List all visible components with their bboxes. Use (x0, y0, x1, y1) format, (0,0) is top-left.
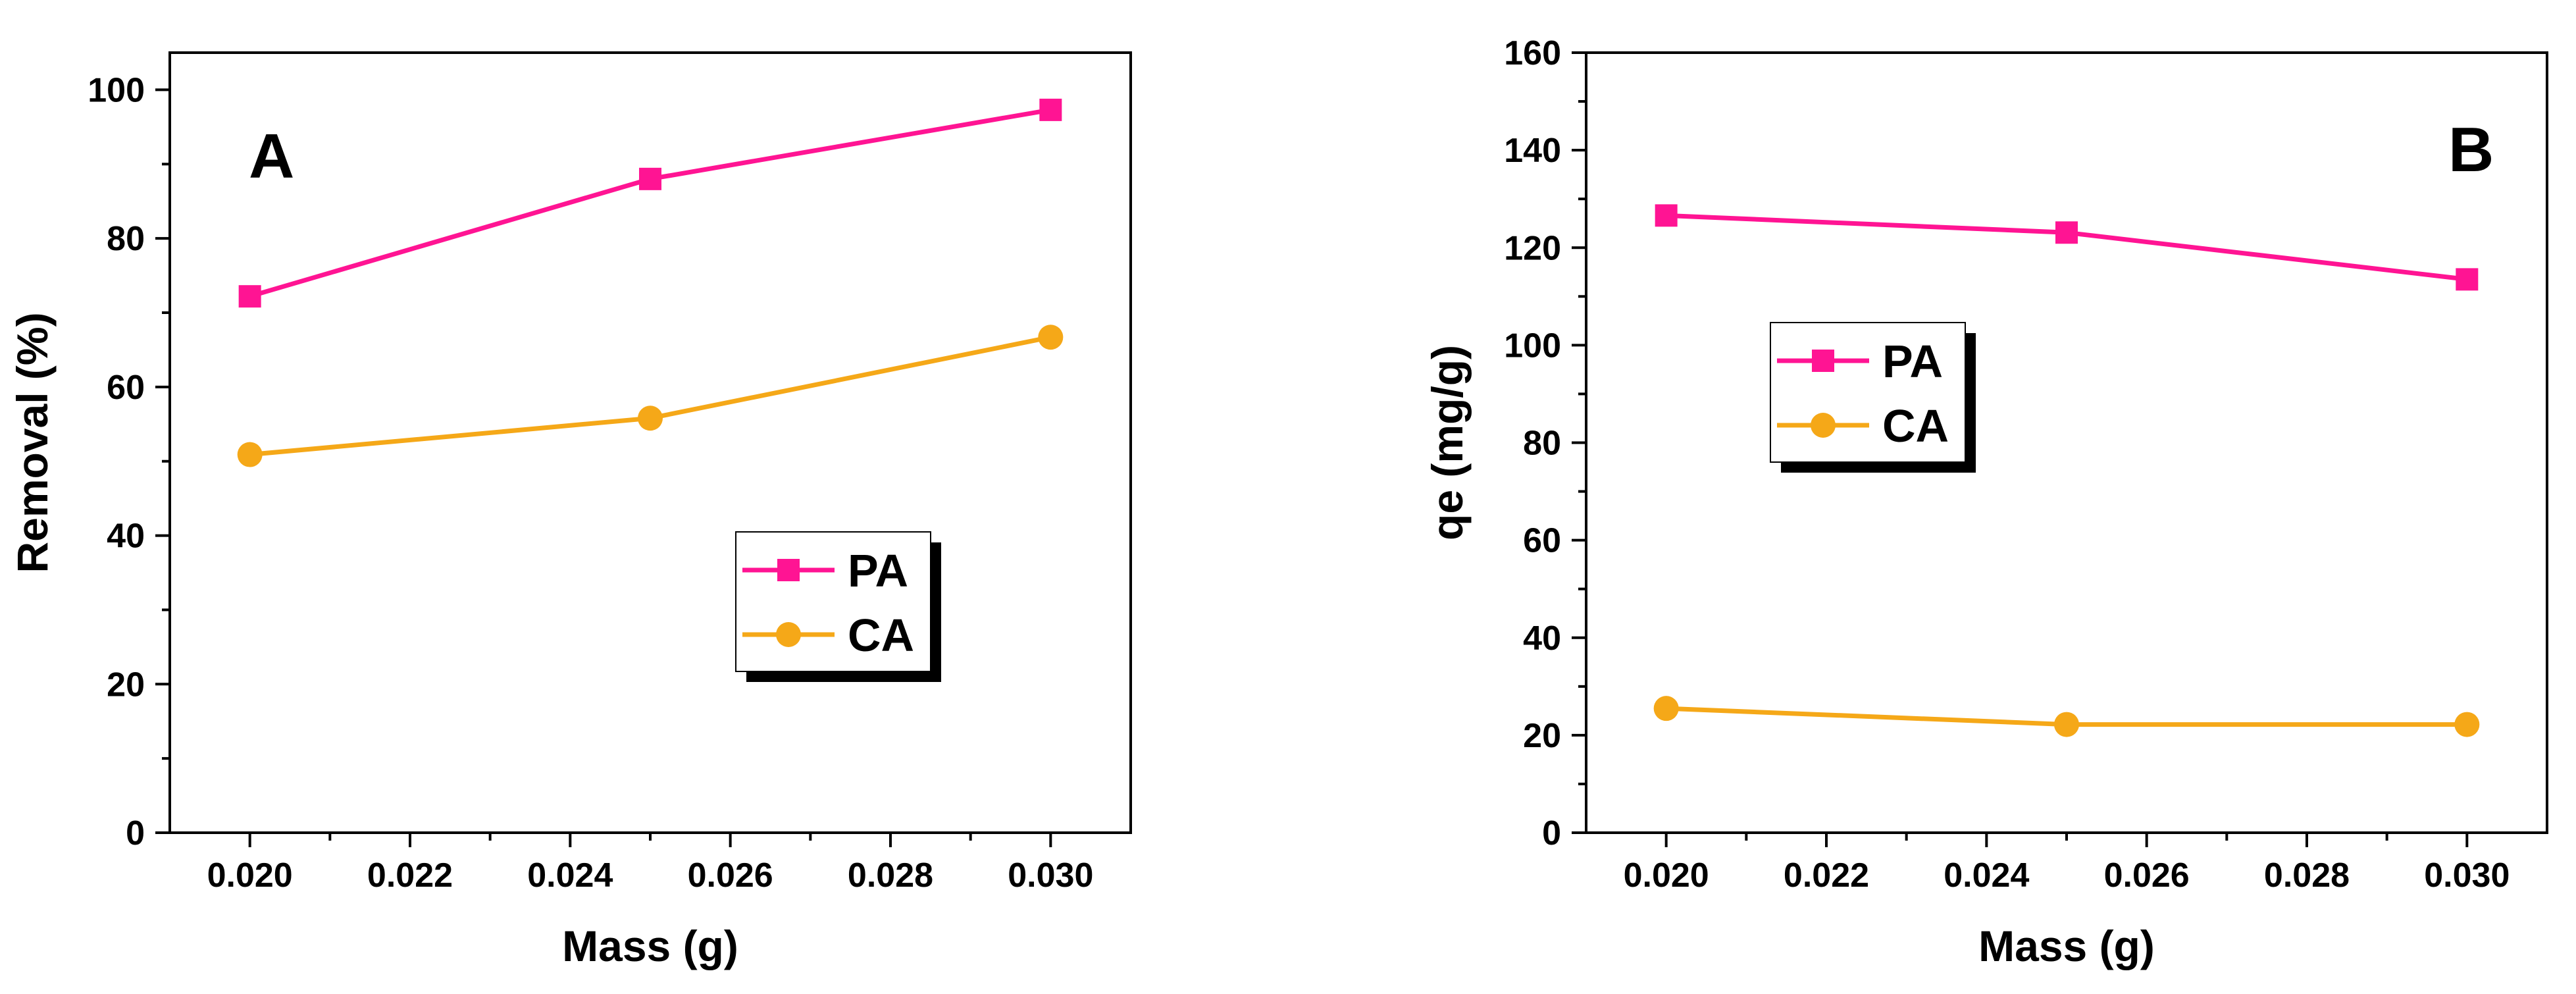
x-tick-label: 0.022 (367, 856, 453, 895)
y-axis-title: qe (mg/g) (1423, 345, 1472, 540)
y-tick-label: 120 (1504, 229, 1561, 267)
legend-pa-label: PA (1882, 336, 1943, 387)
legend-pa-marker (777, 559, 800, 581)
y-tick-label: 20 (1523, 717, 1561, 755)
y-tick-label: 60 (1523, 522, 1561, 560)
series-pa-point (1655, 204, 1678, 227)
series-ca-point (237, 442, 263, 467)
panel-b: 0.020 0.022 0.024 0.026 0.028 0.030 0 20 40 60 80 1… (1423, 34, 2548, 970)
y-tick-label: 140 (1504, 132, 1561, 170)
panel-label: B (2448, 115, 2494, 185)
x-tick-label: 0.028 (848, 856, 933, 895)
x-tick-label: 0.026 (2104, 856, 2190, 895)
legend-box (1770, 322, 1966, 463)
y-axis-title: Removal (%) (8, 312, 57, 573)
panel-a: 0.020 0.022 0.024 0.026 0.028 0.030 0 20 40 60 80 1… (8, 51, 1132, 970)
y-tick-label: 100 (88, 71, 145, 109)
x-tick-label: 0.026 (688, 856, 773, 895)
x-tick-label: 0.024 (527, 856, 613, 895)
x-axis-title: Mass (g) (1978, 922, 2155, 970)
series-ca-line (249, 334, 1052, 458)
y-tick-label: 0 (1542, 814, 1561, 852)
series-ca-point (1653, 696, 1679, 721)
y-tick-label: 80 (1523, 425, 1561, 463)
x-tick-label: 0.028 (2264, 856, 2350, 895)
series-ca-point (1038, 325, 1064, 350)
legend-ca-marker (776, 622, 801, 647)
y-tick-label: 160 (1504, 34, 1561, 72)
legend-ca-marker (1811, 413, 1836, 438)
x-tick-label: 0.020 (1624, 856, 1709, 895)
series-pa-point (2456, 268, 2479, 291)
x-tick-label: 0.022 (1784, 856, 1869, 895)
x-tick-label: 0.030 (1008, 856, 1093, 895)
y-tick-label: 60 (107, 369, 145, 407)
legend-box (735, 531, 931, 672)
series-ca-point (2454, 712, 2480, 737)
series-pa-line (249, 107, 1051, 299)
x-tick-label: 0.030 (2424, 856, 2510, 895)
series-ca-point (638, 405, 663, 431)
x-tick-label: 0.024 (1944, 856, 2029, 895)
series-pa-point (238, 285, 261, 308)
y-tick-label: 0 (126, 814, 145, 852)
series-pa-point (1039, 98, 1062, 121)
legend-ca-label: CA (1882, 400, 1949, 452)
panel-label: A (249, 121, 294, 192)
series-pa-point (639, 167, 661, 190)
series-pa-point (2055, 221, 2078, 244)
legend-pa-marker (1812, 350, 1834, 372)
y-tick-label: 80 (107, 220, 145, 258)
series-ca-point (2054, 712, 2079, 737)
legend-ca-label: CA (848, 610, 914, 661)
y-tick-label: 100 (1504, 327, 1561, 365)
legend-pa-label: PA (848, 545, 908, 596)
x-axis-title: Mass (g) (562, 922, 738, 970)
y-tick-label: 40 (1523, 619, 1561, 658)
x-tick-label: 0.020 (207, 856, 293, 895)
y-tick-label: 20 (107, 666, 145, 704)
y-tick-label: 40 (107, 517, 145, 556)
